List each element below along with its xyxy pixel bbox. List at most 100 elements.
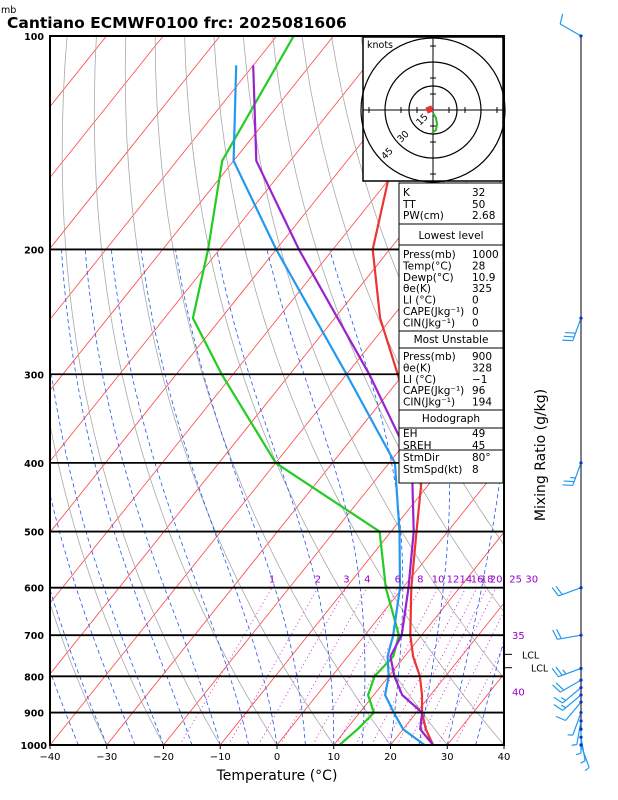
unstable-row-label: θe(K) [403,362,431,374]
unstable-row-value: 900 [472,351,492,363]
hodograph-title: Hodograph [422,413,480,425]
wind-barb-flag [553,704,563,711]
wind-barb-dot [579,678,583,682]
moist-adiabat [175,249,306,745]
dry-adiabat [50,422,164,745]
k-index-value: 32 [472,187,485,199]
pressure-tick-label: 500 [24,528,44,539]
lcl-label: LCL [522,650,540,661]
x-tick-label: −10 [210,752,231,763]
wind-barb-flag [562,484,573,487]
wind-barb-flag [552,684,561,693]
wind-barb-dot [579,461,583,465]
parcel-line [232,65,426,745]
pressure-tick-label: 600 [24,584,44,595]
lowest-row-value: 1000 [472,249,499,261]
wind-barb-dot [579,743,583,747]
y-axis-label-right: Mixing Ratio (g/kg) [533,389,549,521]
wind-barb-dot [579,316,583,320]
isotherm-line [390,602,504,745]
isotherm-line [276,460,504,745]
lowest-level-title: Lowest level [418,230,483,242]
tt-index-label: TT [402,199,416,211]
mixing-ratio-label: 25 [509,575,522,586]
dry-adiabat [566,36,618,760]
isotherm-line [106,247,504,745]
wind-barb-flag [555,682,565,691]
isotherm-line [50,36,334,391]
wind-barb-flag [553,696,563,704]
isotherm-line [50,36,278,321]
wind-barb-flag [555,666,563,676]
mixing-ratio-label: 4 [364,575,370,586]
moist-adiabat [140,249,278,745]
wind-barb-dot [579,633,583,637]
hodograph-row-label: StmSpd(kt) [403,464,462,476]
lowest-row-value: 0 [472,295,479,307]
lowest-row-value: 0 [472,306,479,318]
pressure-tick-label: 300 [24,370,44,381]
pressure-tick-label: 100 [24,32,44,43]
wind-barb-flag [560,704,567,709]
wind-barb-flag [551,587,559,597]
virtual_temperature-line [252,65,434,745]
x-tick-label: −40 [39,752,60,763]
unstable-row-label: CAPE(Jkg⁻¹) [403,385,464,397]
wind-barb-flag [551,667,559,678]
mixing-ratio-label: 12 [447,575,460,586]
wind-barb-staff [572,712,582,736]
dry-adiabat [154,36,391,745]
most-unstable-title: Most Unstable [414,334,489,346]
dry-adiabat [50,602,108,745]
pw-index-label: PW(cm) [403,210,444,222]
moist-adiabat [50,588,108,745]
wind-barb-flag [560,697,567,701]
wind-barb-flag [571,744,577,746]
wind-barb-flag [565,331,576,334]
mixing-ratio-label: 10 [432,575,445,586]
mixing-ratio-line [179,587,273,745]
unit-label: mb [1,5,16,16]
wind-barb-dot [579,719,583,723]
wind-barb-flag [580,760,586,764]
x-tick-label: 10 [327,752,340,763]
unstable-row-value: −1 [472,374,487,386]
mixing-ratio-line [280,587,368,745]
isotherm-line [50,36,164,179]
mixing-ratio-label: 30 [525,575,538,586]
x-tick-label: 40 [498,752,511,763]
isotherm-line [50,36,221,250]
wind-barb-dot [579,586,583,590]
x-tick-label: 30 [441,752,454,763]
isotherm-line [50,36,107,108]
moist-adiabat [61,249,193,745]
mixing-ratio-line [371,587,454,745]
x-tick-label: 0 [274,752,280,763]
mixing-ratio-label: 18 [481,575,494,586]
side-label: 40 [512,687,525,698]
wind-barb-flag [555,585,563,595]
wind-barb-dot [579,686,583,690]
wind-barb-flag [563,480,575,483]
wind-barb-dot [579,735,583,739]
mixing-ratio-line [407,587,488,745]
wind-barb-staff [576,720,582,745]
wind-barb-staff [565,701,582,721]
chart-title: Cantiano ECMWF0100 frc: 2025081606 [7,14,347,32]
moist-adiabat [266,249,366,745]
wind-barb-flag [575,752,582,756]
wind-barb-dot [579,666,583,671]
lowest-row-label: Dewp(°C) [403,272,454,284]
moist-adiabat [110,249,249,745]
side-labels: 35 40 LCL LCL [504,631,549,698]
dry-adiabat [93,36,278,745]
x-tick-label: −30 [96,752,117,763]
hodograph-row-value: 49 [472,428,485,440]
mixing-ratio-label: 6 [395,575,401,586]
side-label: 35 [512,631,525,642]
hodograph-row-label: SREH [403,440,432,452]
wind-barb-flag [556,629,562,639]
dry-adiabat [213,36,504,745]
